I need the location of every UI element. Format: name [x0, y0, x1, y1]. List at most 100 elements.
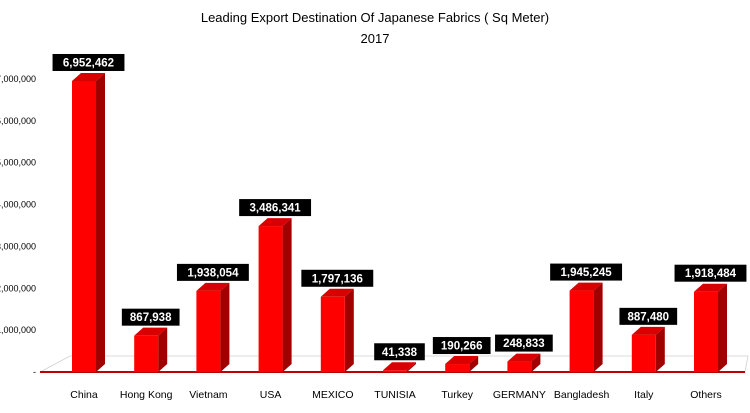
data-label-bg — [432, 337, 491, 355]
bar-front — [383, 370, 407, 372]
x-category-label: Others — [690, 389, 722, 401]
bar-side — [469, 356, 479, 372]
bar-tunisia — [383, 362, 416, 372]
bar-side — [282, 218, 292, 372]
bar-front — [569, 290, 594, 372]
data-label: 1,945,245 — [550, 263, 623, 281]
data-label-bg — [121, 308, 180, 326]
y-tick-label: 1,000,000 — [0, 325, 36, 335]
bars — [72, 72, 727, 372]
bar-side — [158, 327, 168, 372]
data-label-text: 1,938,054 — [187, 267, 239, 279]
data-label-bg — [52, 53, 125, 71]
y-tick-label: 4,000,000 — [0, 200, 36, 210]
data-label-text: 887,480 — [628, 311, 670, 323]
x-category-label: Turkey — [441, 389, 473, 401]
data-label-text: 1,945,245 — [561, 267, 613, 279]
x-category-label: Italy — [634, 389, 654, 401]
data-label-text: 1,797,136 — [312, 273, 363, 285]
bar-top — [134, 327, 168, 336]
bar-china — [72, 72, 105, 372]
bar-side — [407, 362, 416, 372]
bar-top — [72, 72, 105, 81]
x-category-label: TUNISIA — [374, 389, 415, 401]
data-label-text: 248,833 — [503, 338, 545, 350]
y-tick-label: 2,000,000 — [0, 283, 36, 293]
data-label: 1,797,136 — [301, 269, 374, 287]
data-label: 867,938 — [121, 308, 180, 326]
x-category-label: USA — [260, 389, 282, 401]
y-tick-label: - — [33, 367, 36, 377]
bar-front — [507, 361, 532, 372]
bar-top — [631, 326, 665, 335]
bar-mexico — [320, 288, 354, 372]
bar-side — [655, 326, 665, 372]
bar-top — [694, 283, 727, 292]
bar-top — [445, 356, 479, 365]
bar-side — [96, 72, 105, 372]
data-label-bg — [374, 343, 425, 361]
y-tick-label: 3,000,000 — [0, 241, 36, 251]
data-label: 248,833 — [495, 334, 553, 352]
bar-side — [593, 282, 603, 372]
bar-usa — [258, 218, 292, 372]
data-label-bg — [239, 199, 312, 217]
bar-top — [507, 353, 541, 362]
x-category-label: GERMANY — [493, 389, 546, 401]
x-category-label: Vietnam — [189, 389, 228, 401]
data-label-bg — [674, 264, 747, 282]
data-label: 190,266 — [432, 337, 491, 355]
x-category-label: China — [70, 389, 98, 401]
bar-vietnam — [196, 282, 230, 372]
data-label: 41,338 — [374, 343, 425, 361]
x-axis-categories: China Hong Kong Vietnam USA MEXICO TUNISIA Tur… — [70, 389, 721, 401]
data-label: 887,480 — [619, 307, 678, 325]
y-tick-label: 6,000,000 — [0, 116, 36, 126]
bar-front — [694, 291, 718, 372]
bar-side — [220, 282, 230, 372]
data-label-bg — [550, 263, 623, 281]
bar-front — [320, 296, 345, 372]
data-label: 6,952,462 — [52, 53, 125, 71]
bar-germany — [507, 353, 541, 372]
data-label-bg — [301, 269, 374, 287]
data-labels: 6,952,462 867,938 1,938,054 3,486,341 1,797,… — [52, 53, 747, 361]
data-label-text: 3,486,341 — [250, 203, 302, 215]
bar-top — [320, 288, 354, 297]
y-axis-ticks: - 1,000,000 2,000,000 3,000,000 4,000,000 5,0… — [0, 74, 36, 377]
bar-others — [694, 283, 727, 372]
x-category-label: Bangladesh — [554, 389, 610, 401]
data-label-bg — [176, 263, 249, 281]
bar-side — [718, 283, 727, 372]
data-label: 1,918,484 — [674, 264, 747, 282]
bar-front — [258, 226, 283, 372]
bar-top — [569, 282, 603, 291]
bar-front — [631, 334, 656, 372]
bar-bangladesh — [569, 282, 603, 372]
chart-title: Leading Export Destination Of Japanese F… — [201, 10, 549, 25]
data-label-text: 41,338 — [382, 347, 418, 359]
bar-front — [72, 80, 96, 372]
y-tick-label: 5,000,000 — [0, 158, 36, 168]
data-label-bg — [495, 334, 553, 352]
data-label-text: 1,918,484 — [685, 268, 737, 280]
bar-turkey — [445, 356, 479, 372]
chart-subtitle: 2017 — [361, 31, 390, 46]
bar-top — [196, 282, 230, 291]
bar-front — [445, 364, 470, 372]
data-label: 3,486,341 — [239, 199, 312, 217]
x-category-label: MEXICO — [312, 389, 353, 401]
data-label: 1,938,054 — [176, 263, 249, 281]
bar-side — [531, 353, 541, 372]
bar-side — [344, 288, 354, 372]
bar-front — [196, 290, 221, 372]
bar-top — [383, 362, 416, 371]
x-category-label: Hong Kong — [120, 389, 173, 401]
data-label-text: 867,938 — [130, 312, 172, 324]
data-label-text: 6,952,462 — [63, 57, 114, 69]
bar-hong-kong — [134, 327, 168, 372]
data-label-bg — [619, 307, 678, 325]
data-label-text: 190,266 — [441, 341, 483, 353]
y-tick-label: 7,000,000 — [0, 74, 36, 84]
